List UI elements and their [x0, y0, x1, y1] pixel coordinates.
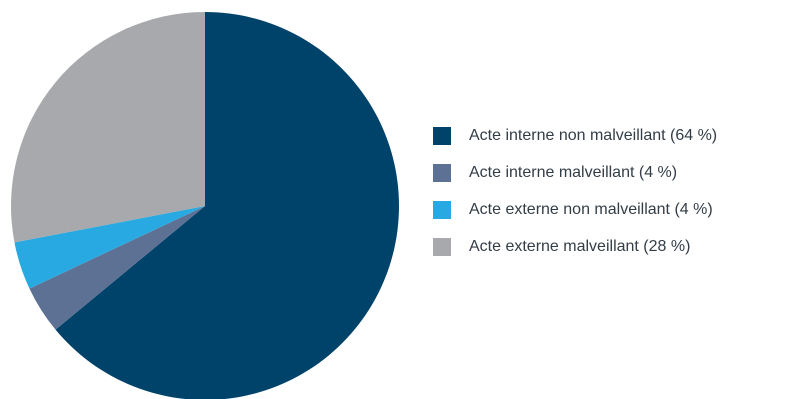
legend-swatch [433, 164, 451, 182]
legend-label: Acte interne non malveillant (64 %) [469, 127, 718, 144]
pie-slice-0 [55, 12, 399, 399]
legend: Acte interne non malveillant (64 %) Acte… [433, 126, 811, 274]
legend-item-acte-interne-malveillant: Acte interne malveillant (4 %) [433, 163, 811, 183]
legend-item-acte-interne-non-malveillant: Acte interne non malveillant (64 %) [433, 126, 811, 146]
pie-slice-1 [29, 206, 206, 330]
legend-swatch [433, 127, 451, 145]
legend-item-acte-externe-non-malveillant: Acte externe non malveillant (4 %) [433, 200, 811, 220]
legend-swatch [433, 201, 451, 219]
legend-item-acte-externe-malveillant: Acte externe malveillant (28 %) [433, 237, 811, 257]
legend-label: Acte externe malveillant (28 %) [469, 238, 691, 255]
pie-slice-3 [10, 12, 206, 243]
pie-slice-2 [14, 206, 205, 289]
legend-label: Acte externe non malveillant (4 %) [469, 201, 713, 218]
pie-chart [10, 12, 399, 399]
legend-swatch [433, 238, 451, 256]
legend-label: Acte interne malveillant (4 %) [469, 164, 678, 181]
